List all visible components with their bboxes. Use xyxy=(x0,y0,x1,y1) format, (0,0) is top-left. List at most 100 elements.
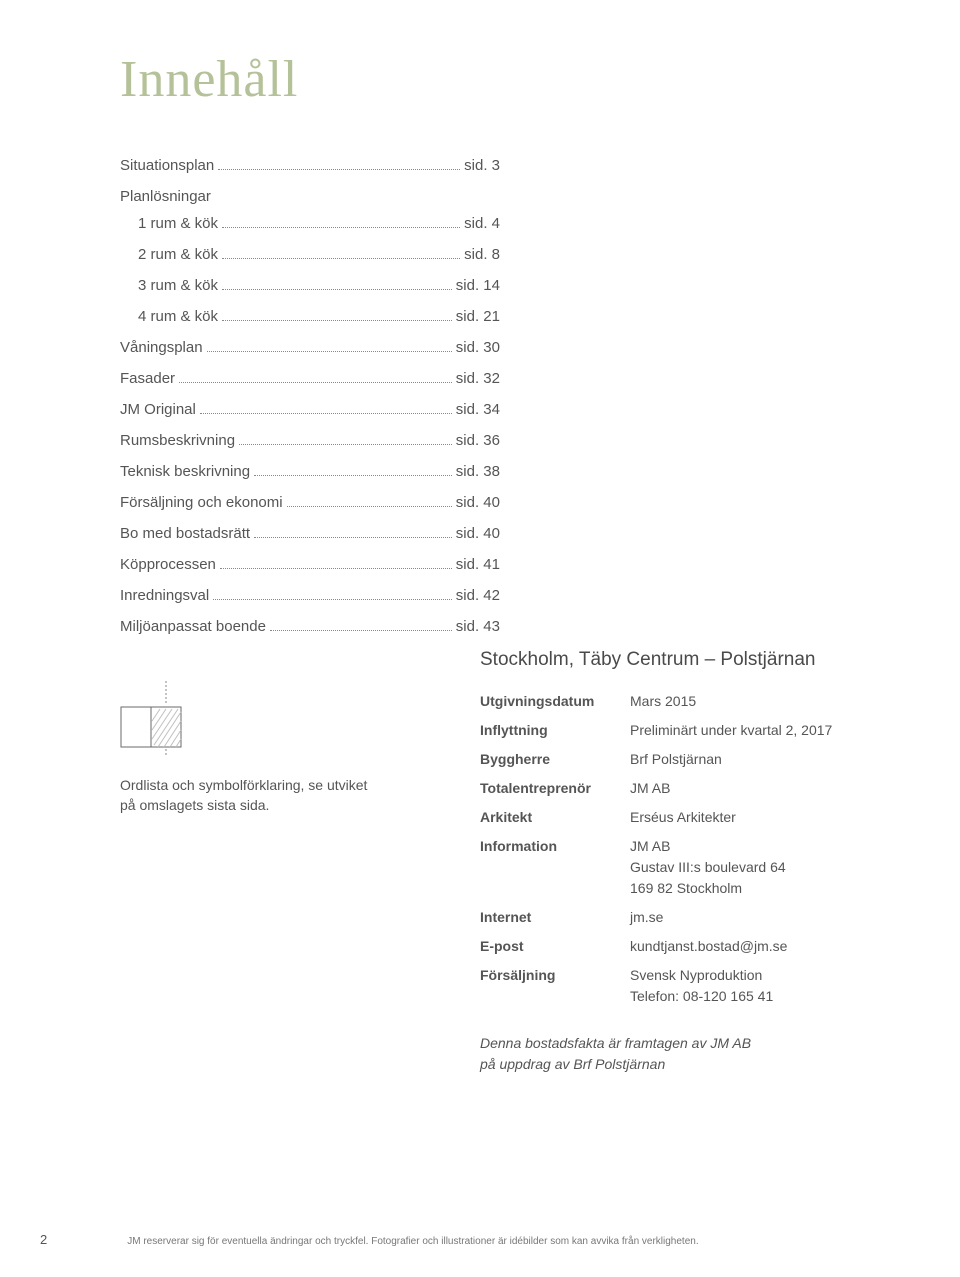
info-key: Inflyttning xyxy=(480,720,630,741)
toc-row: Planlösningar xyxy=(120,188,500,205)
toc-label: 4 rum & kök xyxy=(120,308,218,325)
toc-row: 4 rum & köksid. 21 xyxy=(120,308,500,325)
toc-row: Situationsplan sid. 3 xyxy=(120,157,500,174)
info-key: Information xyxy=(480,836,630,899)
toc-leader-dots xyxy=(213,599,452,600)
info-key: E-post xyxy=(480,936,630,957)
info-row: InformationJM ABGustav III:s boulevard 6… xyxy=(480,836,880,899)
toc-label: 2 rum & kök xyxy=(120,246,218,263)
info-value-line: Svensk Nyproduktion xyxy=(630,965,880,986)
info-key: Totalentreprenör xyxy=(480,778,630,799)
info-key: Utgivningsdatum xyxy=(480,691,630,712)
info-row: ArkitektErséus Arkitekter xyxy=(480,807,880,828)
toc-page: sid. 38 xyxy=(456,463,500,480)
toc-row: 2 rum & kök sid. 8 xyxy=(120,246,500,263)
toc-page: sid. 4 xyxy=(464,215,500,232)
info-value-line: Preliminärt under kvartal 2, 2017 xyxy=(630,720,880,741)
toc-leader-dots xyxy=(254,537,452,538)
page-number: 2 xyxy=(40,1232,47,1247)
toc-leader-dots xyxy=(218,169,460,170)
toc-row: 3 rum & kök sid. 14 xyxy=(120,277,500,294)
toc-page: sid. 30 xyxy=(456,339,500,356)
info-value: Erséus Arkitekter xyxy=(630,807,880,828)
info-key: Försäljning xyxy=(480,965,630,1007)
toc-row: Miljöanpassat boende sid. 43 xyxy=(120,618,500,635)
toc-label: Rumsbeskrivning xyxy=(120,432,235,449)
info-value: JM ABGustav III:s boulevard 64169 82 Sto… xyxy=(630,836,880,899)
info-value: JM AB xyxy=(630,778,880,799)
info-value-line: 169 82 Stockholm xyxy=(630,878,880,899)
toc-label: Bo med bostadsrätt xyxy=(120,525,250,542)
toc-label: Situationsplan xyxy=(120,157,214,174)
toc-page: sid. 43 xyxy=(456,618,500,635)
toc-row: Försäljning och ekonomisid. 40 xyxy=(120,494,500,511)
toc-row: Inredningsvalsid. 42 xyxy=(120,587,500,604)
toc-label: JM Original xyxy=(120,401,196,418)
lower-section: Ordlista och symbolförklaring, se utvike… xyxy=(120,649,880,1075)
symbol-caption-line2: på omslagets sista sida. xyxy=(120,797,269,813)
toc-label: Inredningsval xyxy=(120,587,209,604)
toc-leader-dots xyxy=(179,382,452,383)
toc-label: Köpprocessen xyxy=(120,556,216,573)
toc-page: sid. 34 xyxy=(456,401,500,418)
info-value-line: Brf Polstjärnan xyxy=(630,749,880,770)
info-value: Preliminärt under kvartal 2, 2017 xyxy=(630,720,880,741)
project-info: Stockholm, Täby Centrum – Polstjärnan Ut… xyxy=(480,649,880,1075)
toc-page: sid. 40 xyxy=(456,494,500,511)
credit-text: Denna bostadsfakta är framtagen av JM AB… xyxy=(480,1033,880,1075)
footer: 2 JM reserverar sig för eventuella ändri… xyxy=(40,1232,880,1247)
info-row: UtgivningsdatumMars 2015 xyxy=(480,691,880,712)
toc-page: sid. 8 xyxy=(464,246,500,263)
toc-row: Bo med bostadsrätt sid. 40 xyxy=(120,525,500,542)
toc-page: sid. 32 xyxy=(456,370,500,387)
toc-leader-dots xyxy=(207,351,452,352)
info-value-line: Telefon: 08-120 165 41 xyxy=(630,986,880,1007)
toc-label: Miljöanpassat boende xyxy=(120,618,266,635)
toc-leader-dots xyxy=(222,320,452,321)
symbol-column: Ordlista och symbolförklaring, se utvike… xyxy=(120,649,420,1075)
toc-page: sid. 3 xyxy=(464,157,500,174)
toc-page: sid. 40 xyxy=(456,525,500,542)
credit-line2: på uppdrag av Brf Polstjärnan xyxy=(480,1056,665,1072)
foldout-icon xyxy=(120,681,198,757)
toc-leader-dots xyxy=(222,227,460,228)
toc-page: sid. 14 xyxy=(456,277,500,294)
info-row: ByggherreBrf Polstjärnan xyxy=(480,749,880,770)
toc-label: Teknisk beskrivning xyxy=(120,463,250,480)
symbol-caption: Ordlista och symbolförklaring, se utvike… xyxy=(120,775,420,816)
toc-label: 3 rum & kök xyxy=(120,277,218,294)
toc-label: Våningsplan xyxy=(120,339,203,356)
info-key: Arkitekt xyxy=(480,807,630,828)
toc-row: Rumsbeskrivningsid. 36 xyxy=(120,432,500,449)
info-value-line: kundtjanst.bostad@jm.se xyxy=(630,936,880,957)
toc-leader-dots xyxy=(220,568,452,569)
toc-label: Planlösningar xyxy=(120,188,211,205)
info-value: Brf Polstjärnan xyxy=(630,749,880,770)
toc-leader-dots xyxy=(239,444,452,445)
symbol-diagram: Ordlista och symbolförklaring, se utvike… xyxy=(120,681,420,816)
toc-row: 1 rum & köksid. 4 xyxy=(120,215,500,232)
info-value: Svensk NyproduktionTelefon: 08-120 165 4… xyxy=(630,965,880,1007)
info-row: InflyttningPreliminärt under kvartal 2, … xyxy=(480,720,880,741)
info-value-line: Mars 2015 xyxy=(630,691,880,712)
toc-row: Teknisk beskrivning sid. 38 xyxy=(120,463,500,480)
info-value-line: JM AB xyxy=(630,778,880,799)
disclaimer-text: JM reserverar sig för eventuella ändring… xyxy=(127,1236,880,1247)
info-value: kundtjanst.bostad@jm.se xyxy=(630,936,880,957)
info-table: UtgivningsdatumMars 2015InflyttningPreli… xyxy=(480,691,880,1007)
page: Innehåll Situationsplansid. 3Planlösning… xyxy=(0,0,960,1277)
table-of-contents: Situationsplan sid. 3 Planlösningar 1 rum &… xyxy=(120,157,500,635)
info-key: Internet xyxy=(480,907,630,928)
info-row: Internetjm.se xyxy=(480,907,880,928)
toc-row: JM Original sid. 34 xyxy=(120,401,500,418)
info-row: E-postkundtjanst.bostad@jm.se xyxy=(480,936,880,957)
info-value: jm.se xyxy=(630,907,880,928)
toc-label: Fasader xyxy=(120,370,175,387)
info-value-line: Gustav III:s boulevard 64 xyxy=(630,857,880,878)
toc-leader-dots xyxy=(222,258,460,259)
toc-leader-dots xyxy=(270,630,452,631)
toc-row: Våningsplan sid. 30 xyxy=(120,339,500,356)
credit-line1: Denna bostadsfakta är framtagen av JM AB xyxy=(480,1035,751,1051)
toc-leader-dots xyxy=(254,475,452,476)
toc-page: sid. 41 xyxy=(456,556,500,573)
